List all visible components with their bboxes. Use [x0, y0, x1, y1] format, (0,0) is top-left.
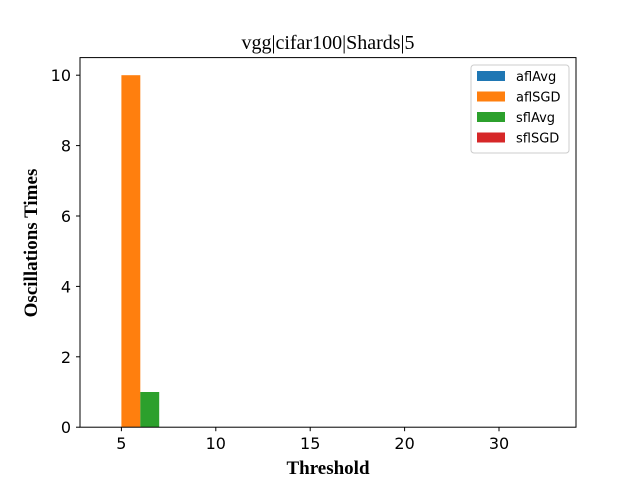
bars-layer — [121, 75, 160, 428]
y-axis-ticks: 0 2 4 6 8 10 — [51, 66, 80, 437]
chart-title: vgg|cifar100|Shards|5 — [241, 32, 414, 54]
legend: aflAvg aflSGD sflAvg sflSGD — [470, 64, 570, 154]
y-tick-label: 4 — [61, 277, 71, 296]
y-tick-label: 0 — [61, 418, 71, 437]
legend-label-aflAvg: aflAvg — [516, 70, 556, 85]
x-axis-label: Threshold — [286, 458, 370, 479]
y-axis-label: Oscillations Times — [21, 169, 42, 318]
plot-area-frame — [79, 57, 577, 428]
x-tick-label: 30 — [489, 434, 509, 453]
y-tick-label: 6 — [61, 207, 71, 226]
legend-items: aflAvg aflSGD sflAvg sflSGD — [477, 70, 561, 147]
x-axis-ticks: 5 10 15 20 30 — [116, 427, 509, 453]
legend-swatch-aflSGD — [477, 91, 505, 102]
bar-sflAvg-5 — [140, 392, 160, 428]
x-tick-label: 15 — [300, 434, 320, 453]
y-tick-label: 8 — [61, 137, 71, 156]
x-tick-label: 10 — [206, 434, 226, 453]
legend-label-sflAvg: sflAvg — [516, 111, 555, 126]
y-tick-label: 10 — [51, 66, 71, 85]
y-tick-label: 2 — [61, 348, 71, 367]
x-tick-label: 20 — [394, 434, 414, 453]
legend-swatch-sflSGD — [477, 132, 505, 143]
x-tick-label: 5 — [116, 434, 126, 453]
legend-label-aflSGD: aflSGD — [516, 91, 561, 106]
legend-swatch-sflAvg — [477, 112, 505, 122]
legend-frame — [470, 64, 570, 154]
bar-aflSGD-5 — [121, 75, 141, 428]
legend-swatch-aflAvg — [477, 71, 505, 81]
legend-label-sflSGD: sflSGD — [516, 132, 559, 147]
